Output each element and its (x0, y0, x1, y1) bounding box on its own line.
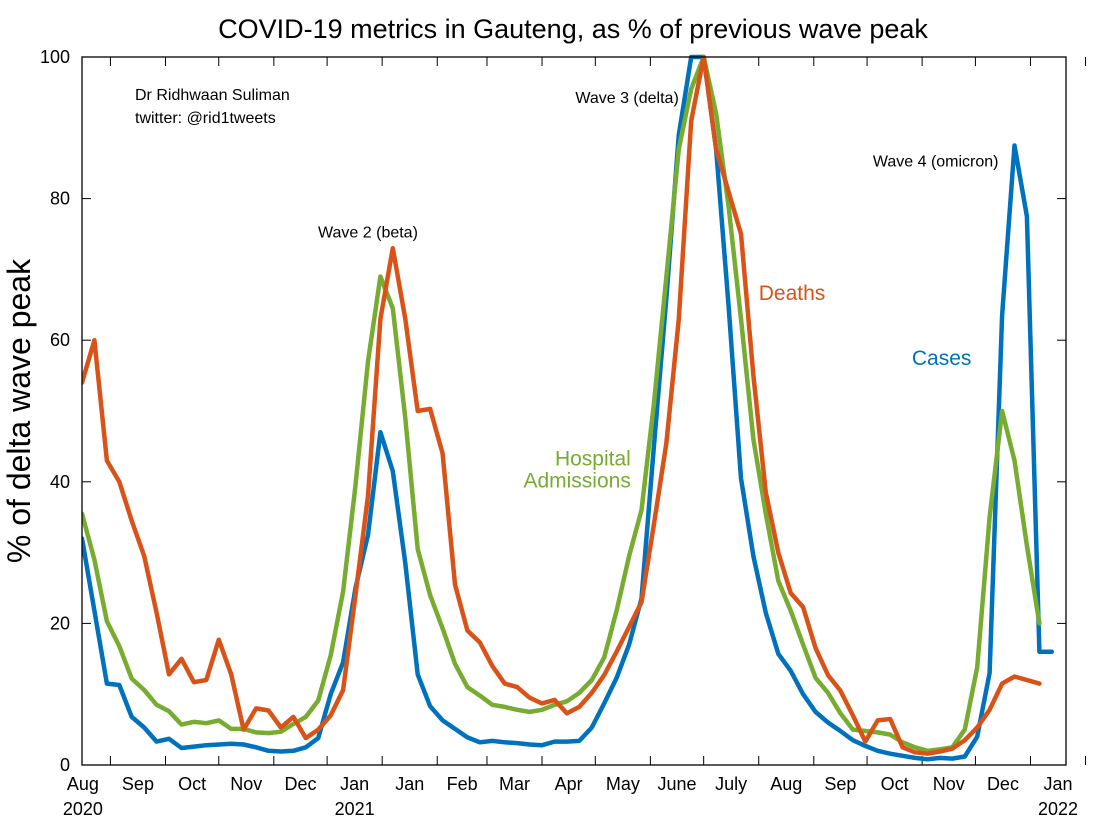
x-tick-label: Jan (395, 774, 424, 794)
wave-annotation: Wave 4 (omicron) (873, 154, 999, 171)
chart-title: COVID-19 metrics in Gauteng, as % of pre… (218, 14, 928, 44)
x-year-label: 2021 (335, 799, 375, 819)
x-tick-label: Feb (447, 774, 478, 794)
y-tick-label: 80 (50, 189, 70, 209)
y-axis-ticks: 0 20 40 60 80 100 (40, 47, 1066, 775)
x-tick-label: Oct (881, 774, 909, 794)
x-tick-label: Sep (122, 774, 154, 794)
y-axis-label: % of delta wave peak (1, 258, 37, 563)
credit-twitter: twitter: @rid1tweets (135, 110, 276, 127)
y-tick-label: 100 (40, 47, 70, 67)
y-tick-label: 0 (60, 755, 70, 775)
x-tick-label: June (657, 774, 696, 794)
credit-block: Dr Ridhwaan Suliman twitter: @rid1tweets (135, 87, 290, 127)
x-tick-label: Dec (284, 774, 316, 794)
series-label-deaths: Deaths (759, 282, 826, 305)
wave-annotation: Wave 2 (beta) (318, 225, 418, 242)
wave-annotation: Wave 3 (delta) (575, 90, 678, 107)
x-tick-label: July (715, 774, 747, 794)
x-tick-label: Jan (1043, 774, 1072, 794)
x-tick-label: Aug (67, 774, 99, 794)
x-tick-label: Apr (555, 774, 583, 794)
x-tick-label: Sep (824, 774, 856, 794)
plot-frame (81, 56, 1067, 766)
x-tick-label: May (606, 774, 640, 794)
x-tick-label: Nov (933, 774, 965, 794)
x-year-label: 2020 (63, 799, 103, 819)
x-tick-label: Nov (230, 774, 262, 794)
x-tick-label: Aug (770, 774, 802, 794)
credit-author: Dr Ridhwaan Suliman (135, 87, 290, 104)
series-line-deaths (82, 54, 1042, 756)
series-lines (82, 54, 1055, 762)
x-tick-label: Dec (987, 774, 1019, 794)
x-tick-label: Oct (178, 774, 206, 794)
series-label-cases: Cases (912, 347, 972, 370)
y-tick-label: 40 (50, 472, 70, 492)
wave-annotations: Wave 2 (beta) Wave 3 (delta) Wave 4 (omicr… (318, 90, 998, 242)
x-tick-label: Jan (340, 774, 369, 794)
series-label-hospital-admissions: Admissions (523, 470, 630, 493)
x-year-label: 2022 (1038, 799, 1078, 819)
y-tick-label: 20 (50, 613, 70, 633)
series-line-cases (82, 54, 1055, 762)
x-axis-ticks: Aug 2020 Sep Oct Nov Dec Jan 2021 Jan Feb Mar Apr Ma… (63, 57, 1087, 819)
x-tick-label: Mar (499, 774, 530, 794)
y-tick-label: 60 (50, 330, 70, 350)
series-label-hospital-admissions: Hospital (555, 448, 631, 471)
